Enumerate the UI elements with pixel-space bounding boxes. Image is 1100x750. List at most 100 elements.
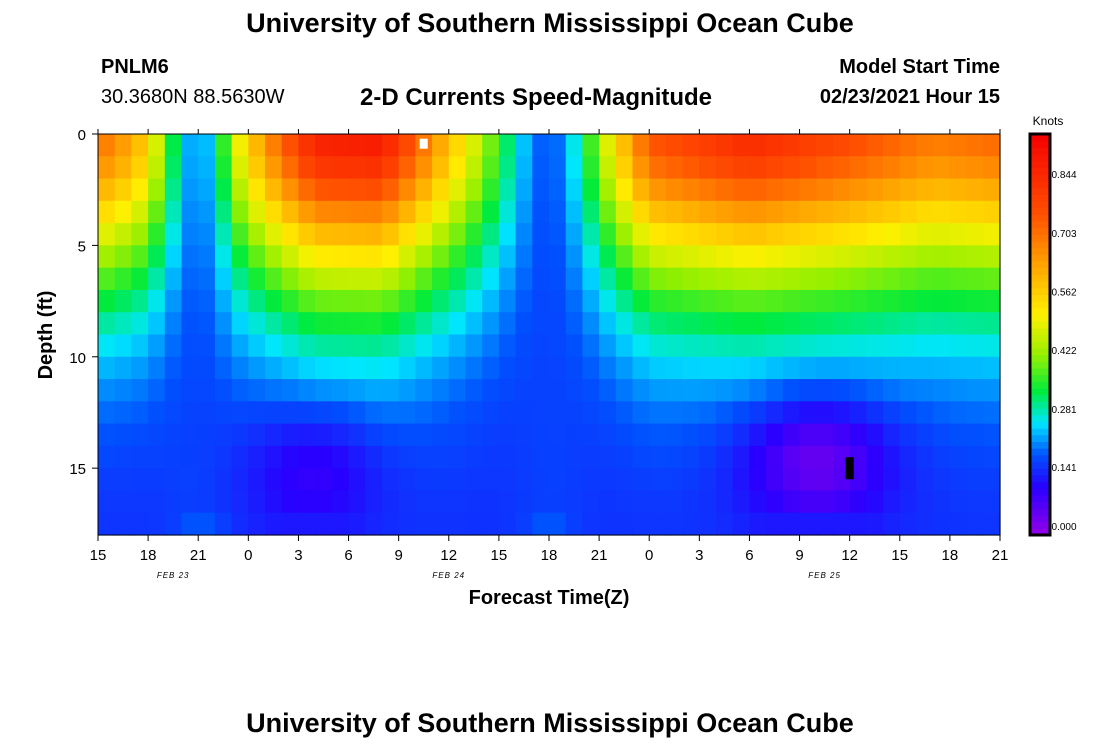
heatmap-cell <box>365 223 383 246</box>
heatmap-cell <box>949 445 968 469</box>
heatmap-cell <box>348 445 366 469</box>
heatmap-cell <box>916 401 934 425</box>
heatmap-cell <box>766 356 784 380</box>
heatmap-cell <box>832 312 851 336</box>
heatmap-cell <box>148 134 166 157</box>
page-footer-title: University of Southern Mississippi Ocean… <box>246 708 854 738</box>
heatmap-cell <box>582 468 600 492</box>
heatmap-cell <box>281 334 300 358</box>
heatmap-cell <box>899 423 918 447</box>
heatmap-cell <box>665 423 684 447</box>
heatmap-cell <box>716 423 734 447</box>
heatmap-cell <box>582 334 600 358</box>
heatmap-cell <box>331 312 350 336</box>
heatmap-cell <box>114 468 132 492</box>
colorbar-band <box>1030 207 1050 215</box>
heatmap-cell <box>315 245 333 269</box>
heatmap-cell <box>148 267 166 291</box>
heatmap-cell <box>114 134 132 157</box>
heatmap-cell <box>248 200 266 224</box>
heatmap-cell <box>348 312 366 336</box>
colorbar-band <box>1030 301 1050 309</box>
heatmap-cell <box>782 223 801 246</box>
heatmap-cell <box>198 468 216 492</box>
heatmap-cell <box>682 223 700 246</box>
heatmap-cell <box>649 289 667 313</box>
heatmap-cell <box>148 178 166 202</box>
heatmap-cell <box>699 379 717 402</box>
x-tick-label: 15 <box>891 547 908 564</box>
heatmap-cell <box>749 223 767 246</box>
heatmap-cell <box>248 223 266 246</box>
heatmap-cell <box>381 267 400 291</box>
colorbar-tick-label: 0.281 <box>1051 405 1076 416</box>
heatmap-cell <box>549 334 567 358</box>
heatmap-cell <box>214 356 233 380</box>
heatmap-cell <box>799 334 817 358</box>
y-tick-label: 10 <box>69 350 86 367</box>
heatmap-cell <box>883 468 901 492</box>
heatmap-cell <box>916 156 934 180</box>
heatmap-cell <box>565 379 583 402</box>
heatmap-cell <box>248 379 266 402</box>
heatmap-cell <box>482 156 500 180</box>
heatmap-cell <box>315 289 333 313</box>
heatmap-cell <box>782 401 801 425</box>
heatmap-cell <box>498 289 517 313</box>
heatmap-cell <box>899 200 918 224</box>
date-label: FEB 25 <box>808 571 841 580</box>
heatmap-cell <box>799 134 817 157</box>
heatmap-cell <box>365 468 383 492</box>
heatmap-cell <box>732 423 751 447</box>
heatmap-cell <box>966 200 984 224</box>
heatmap-cell <box>615 245 634 269</box>
heatmap-cell <box>766 289 784 313</box>
heatmap-cell <box>448 423 467 447</box>
heatmap-cell <box>532 445 550 469</box>
heatmap-cell <box>649 156 667 180</box>
heatmap-cell <box>365 423 383 447</box>
heatmap-cell <box>899 267 918 291</box>
heatmap-cell <box>331 289 350 313</box>
heatmap-cell <box>916 468 934 492</box>
station-id: PNLM6 <box>101 56 169 78</box>
heatmap-cell <box>365 134 383 157</box>
heatmap-cell <box>298 156 316 180</box>
heatmap-cell <box>265 512 283 536</box>
heatmap-cell <box>415 401 433 425</box>
heatmap-cell <box>181 289 199 313</box>
colorbar-band <box>1030 167 1050 175</box>
heatmap-cell <box>214 178 233 202</box>
heatmap-cell <box>515 223 533 246</box>
heatmap-cell <box>699 490 717 514</box>
heatmap-cell <box>248 334 266 358</box>
heatmap-cell <box>114 379 132 402</box>
heatmap-cell <box>983 423 1001 447</box>
heatmap-cell <box>164 512 183 536</box>
heatmap-cell <box>632 423 650 447</box>
heatmap-cell <box>498 134 517 157</box>
heatmap-cell <box>331 401 350 425</box>
heatmap-cell <box>181 134 199 157</box>
heatmap-cell <box>515 379 533 402</box>
heatmap-cell <box>716 178 734 202</box>
heatmap-cell <box>98 156 116 180</box>
heatmap-cell <box>866 379 884 402</box>
heatmap-cell <box>849 379 867 402</box>
heatmap-cell <box>164 490 183 514</box>
colorbar-band <box>1030 401 1050 409</box>
heatmap-cell <box>799 423 817 447</box>
heatmap-cell <box>114 401 132 425</box>
heatmap-cell <box>498 156 517 180</box>
heatmap-cell <box>198 401 216 425</box>
heatmap-cell <box>599 490 617 514</box>
heatmap-cell <box>131 401 149 425</box>
heatmap-cell <box>549 289 567 313</box>
heatmap-cell <box>498 379 517 402</box>
heatmap-cell <box>398 312 416 336</box>
heatmap-cell <box>415 512 433 536</box>
heatmap-cell <box>549 178 567 202</box>
heatmap-cell <box>599 156 617 180</box>
heatmap-cell <box>381 289 400 313</box>
heatmap-cell <box>899 379 918 402</box>
